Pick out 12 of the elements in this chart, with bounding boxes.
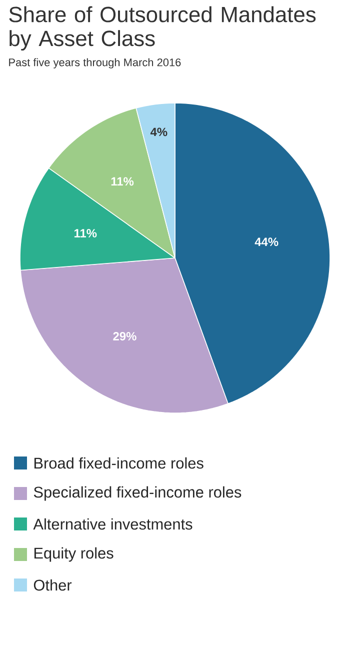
- data-label: 29%: [113, 332, 136, 340]
- chart-title: Share of Outsourced Mandates by Asset Class: [9, 6, 316, 51]
- data-label: 44%: [254, 238, 278, 246]
- legend-label: Other: [34, 579, 72, 591]
- data-label: 11%: [74, 229, 97, 238]
- chart-subtitle: Past five years through March 2016: [9, 58, 181, 68]
- data-label: 11%: [111, 177, 134, 186]
- legend-label: Broad fixed-income roles: [34, 457, 204, 469]
- data-label: 4%: [150, 128, 168, 136]
- legend-label: Equity roles: [34, 547, 114, 562]
- legend-label: Alternative investments: [33, 518, 192, 530]
- legend-label: Specialized fixed-income roles: [34, 486, 242, 501]
